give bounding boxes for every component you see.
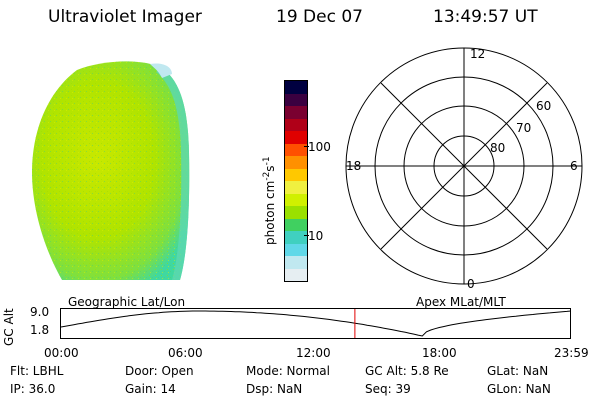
colorbar-swatch [285, 243, 307, 256]
x-tick-1200: 12:00 [296, 346, 331, 360]
time-label: 13:49:57 UT [433, 7, 538, 27]
y-tick-1-8: 1.8 [30, 323, 50, 337]
colorbar-swatch [285, 268, 307, 281]
limb-glow [156, 68, 190, 280]
colorbar-swatch [285, 231, 307, 244]
geo-title: Geographic Lat/Lon [68, 295, 186, 309]
instrument-title: Ultraviolet Imager [48, 7, 202, 27]
colorbar-swatch [285, 118, 307, 131]
mlat-label-70: 70 [516, 121, 531, 135]
x-tick-1800: 18:00 [422, 346, 457, 360]
colorbar-tick-100: 100 [308, 140, 331, 154]
colorbar-swatch [285, 131, 307, 144]
apex-title: Apex MLat/MLT [416, 295, 506, 309]
colorbar-tick-10: 10 [308, 229, 324, 243]
info-seq: Seq: 39 [365, 382, 411, 396]
info-mode: Mode: Normal [246, 364, 330, 378]
info-glon: GLon: NaN [487, 382, 551, 396]
mlat-label-60: 60 [536, 99, 551, 113]
altitude-plot-frame [60, 308, 571, 339]
gc-alt-axis-label: GC Alt [2, 308, 16, 346]
info-glat: GLat: NaN [487, 364, 549, 378]
colorbar-swatch [285, 168, 307, 181]
mlt-label-0: 0 [467, 277, 475, 291]
y-tick-9: 9.0 [30, 305, 50, 319]
colorbar-swatch [285, 81, 307, 94]
info-door: Door: Open [125, 364, 194, 378]
x-tick-2359: 23:59 [554, 346, 589, 360]
mlt-label-18: 18 [346, 159, 361, 173]
colorbar-swatch [285, 193, 307, 206]
colorbar-swatch [285, 143, 307, 156]
info-filter: Flt: LBHL [10, 364, 64, 378]
colorbar-swatch [285, 156, 307, 169]
polar-plot: 12 6 0 18 60 70 80 [345, 47, 583, 291]
info-ip: IP: 36.0 [10, 382, 56, 396]
mlt-label-6: 6 [570, 159, 578, 173]
date-label: 19 Dec 07 [276, 7, 363, 27]
info-gain: Gain: 14 [125, 382, 176, 396]
colorbar-swatch [285, 218, 307, 231]
colorbar-unit-label: photon cm-2s-1 [262, 156, 277, 245]
info-gc-alt: GC Alt: 5.8 Re [365, 364, 449, 378]
colorbar-swatch [285, 256, 307, 269]
mlt-label-12: 12 [470, 47, 485, 61]
uv-image [32, 61, 190, 280]
colorbar [284, 80, 308, 282]
x-tick-0000: 00:00 [44, 346, 79, 360]
colorbar-swatch [285, 181, 307, 194]
colorbar-swatch [285, 206, 307, 219]
x-tick-0600: 06:00 [168, 346, 203, 360]
colorbar-swatch [285, 93, 307, 106]
altitude-curve [60, 310, 572, 337]
mlat-label-80: 80 [490, 141, 505, 155]
colorbar-swatch [285, 106, 307, 119]
altitude-plot [60, 308, 572, 339]
info-dsp: Dsp: NaN [246, 382, 303, 396]
